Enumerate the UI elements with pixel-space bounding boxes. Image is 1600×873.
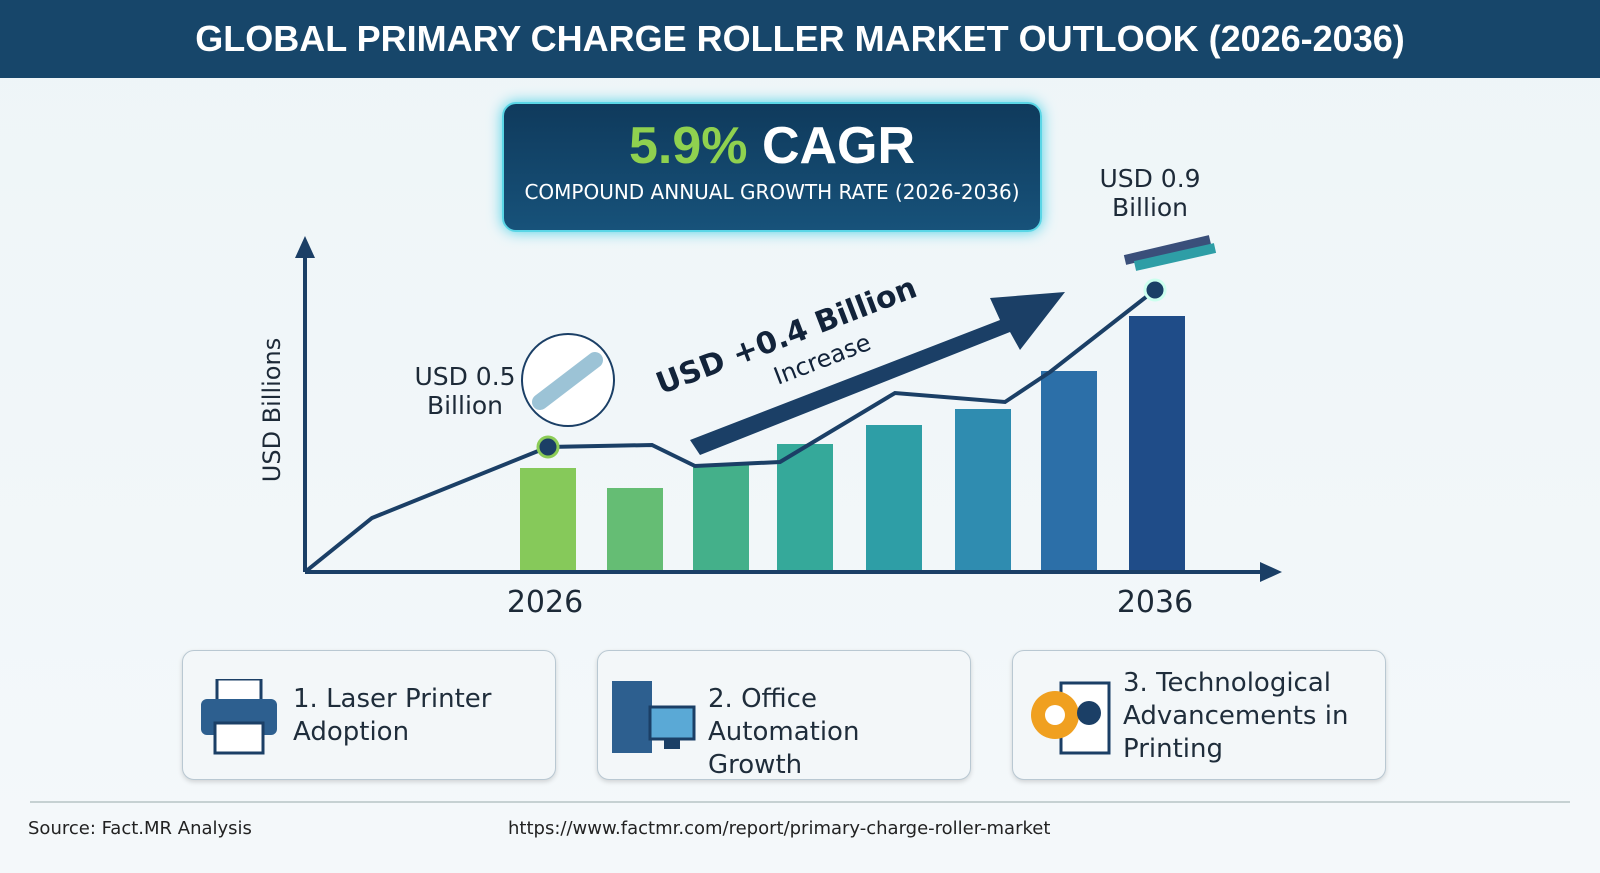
bar [693,465,749,572]
office-icon [612,681,696,753]
start-year: 2026 [507,585,583,620]
bars [520,316,1185,572]
bar [1129,316,1185,572]
bar [607,488,663,572]
cagr-line: 5.9% CAGR [504,116,1040,176]
bar [955,409,1011,572]
source: Source: Fact.MR Analysis [28,818,252,839]
title: GLOBAL PRIMARY CHARGE ROLLER MARKET OUTL… [0,0,1600,78]
end-label: USD 0.9 Billion [1099,164,1201,222]
url: https://www.factmr.com/report/primary-ch… [508,818,1051,839]
gear-icon [1031,681,1111,755]
y-axis-label: USD Billions [258,338,286,482]
rollers-icon [1123,235,1217,271]
y-arrow [295,236,315,258]
driver-card: 1. Laser Printer Adoption [182,650,556,780]
roller [532,352,603,410]
end-point [1143,278,1167,302]
x-arrow [1260,562,1282,582]
start-point [536,435,560,459]
end-year: 2036 [1117,585,1193,620]
driver-card: 3. Technological Advancements in Printin… [1012,650,1386,780]
bar [520,468,576,572]
cagr-value: 5.9% [628,117,748,175]
driver-text: 1. Laser Printer Adoption [293,684,492,747]
driver-text: 2. Office Automation Growth [708,684,860,780]
printer-icon [201,679,277,755]
start-label: USD 0.5 Billion [414,362,516,420]
bar [777,444,833,572]
cagr-label: CAGR [761,117,916,175]
driver-card: 2. Office Automation Growth [597,650,971,780]
cagr-subtitle: COMPOUND ANNUAL GROWTH RATE (2026-2036) [524,180,1020,204]
cagr-box: 5.9% CAGR COMPOUND ANNUAL GROWTH RATE (2… [502,102,1042,232]
increase-arrow [690,292,1065,455]
bar [1041,371,1097,572]
driver-text: 3. Technological Advancements in Printin… [1123,668,1349,764]
bar [866,425,922,572]
trend-line [303,288,1157,574]
